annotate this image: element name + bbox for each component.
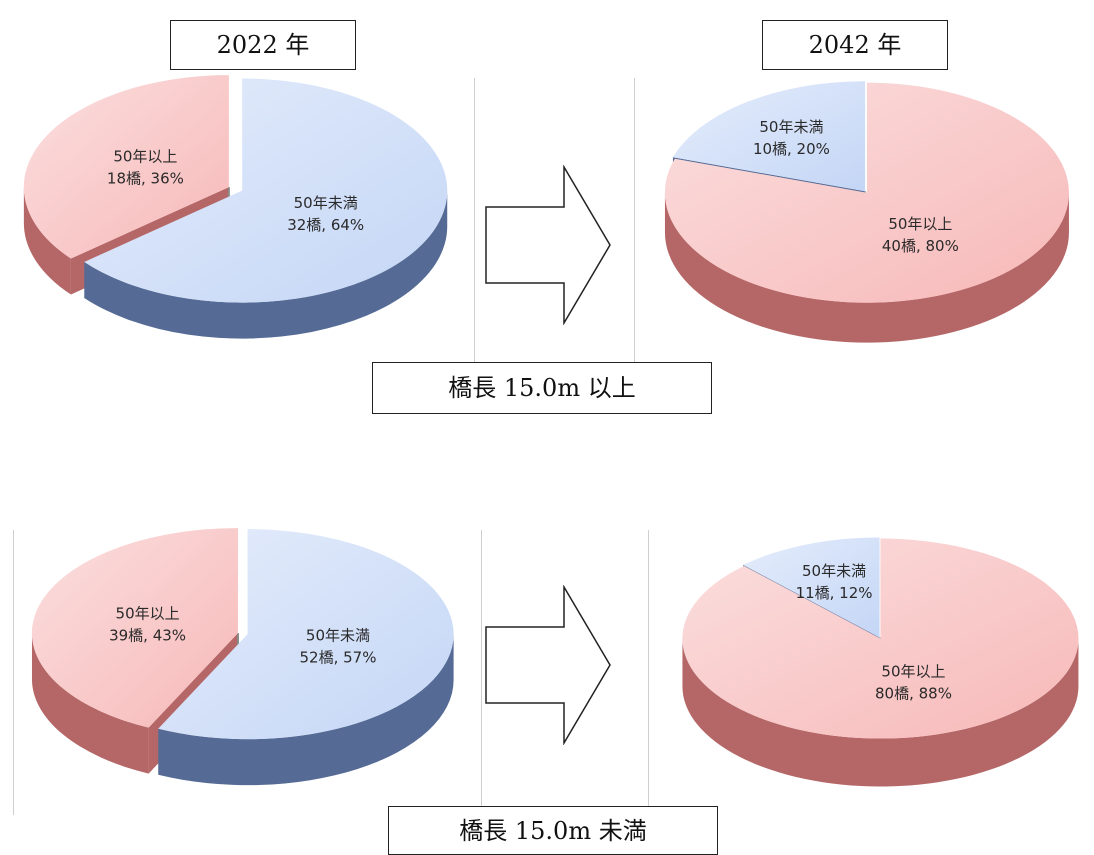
pie-slice-value-label: 10橋, 20% (753, 140, 830, 158)
pie-slice-label: 50年以上 (888, 215, 952, 233)
arrow-right-icon (485, 165, 611, 325)
pie-slice-value-label: 80橋, 88% (875, 684, 952, 702)
year-label-2042: 2042 年 (762, 20, 948, 70)
pie-slice-side (664, 192, 1069, 343)
divider-top-left (474, 78, 475, 378)
group-label-short-bridges: 橋長 15.0m 未満 (388, 806, 718, 855)
pie-slice-label: 50年未満 (802, 562, 866, 580)
pie-slice-value-label: 11橋, 12% (796, 584, 873, 602)
pie-slice-label: 50年未満 (306, 627, 370, 645)
divider-bottom-right (648, 530, 649, 815)
pie-slice-value-label: 40橋, 80% (882, 237, 959, 255)
group-label-long-bridges: 橋長 15.0m 以上 (372, 362, 712, 414)
divider-bottom-left (481, 530, 482, 815)
pie-slice-highlight (672, 81, 866, 192)
pie-slice-side (158, 634, 454, 786)
pie-slice-label: 50年未満 (759, 118, 823, 136)
pie-slice-label: 50年以上 (116, 605, 180, 623)
pie-slice-value-label: 52橋, 57% (299, 649, 376, 667)
divider-top-right (634, 78, 635, 378)
pie-slice-label: 50年以上 (113, 148, 177, 166)
pie-slice-highlight (23, 75, 229, 259)
pie-slice-highlight (31, 528, 238, 728)
pie-slice-side (31, 633, 149, 774)
pie-slice-side (84, 190, 448, 339)
pie-slice-highlight (682, 538, 1079, 739)
pie-slice-side (682, 638, 1079, 787)
pie-slice-highlight (664, 82, 1069, 303)
pie-slice-value-label: 18橋, 36% (107, 170, 184, 188)
divider-bottom-edge (13, 530, 14, 815)
year-label-2022: 2022 年 (170, 20, 356, 70)
pie-slice-label: 50年以上 (881, 662, 945, 680)
pie-slice-value-label: 39橋, 43% (109, 627, 186, 645)
pie-slice-highlight (158, 529, 454, 740)
pie-slice-label: 50年未満 (294, 194, 358, 212)
pie-slice-highlight (743, 537, 880, 638)
arrow-right-icon (485, 585, 611, 745)
pie-slice-highlight (84, 78, 448, 303)
pie-slice-value-label: 32橋, 64% (287, 216, 364, 234)
pie-slice-side (23, 187, 71, 295)
